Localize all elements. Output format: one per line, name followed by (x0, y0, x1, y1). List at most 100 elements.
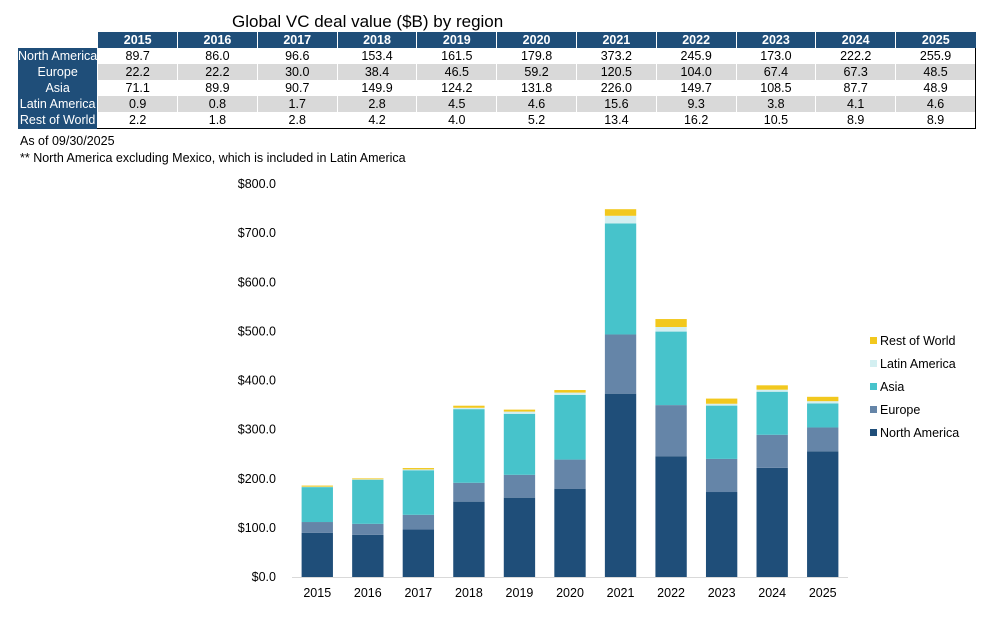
legend-swatch-asia (870, 383, 877, 390)
table-cell: 90.7 (256, 80, 338, 96)
table-cell: 0.8 (177, 96, 258, 112)
bar-segment-rest-of-world (655, 319, 687, 328)
bar-segment-europe (554, 459, 586, 489)
table-cell: 67.3 (815, 64, 896, 80)
bar-segment-latin-america (756, 389, 788, 392)
table-cell: 89.7 (97, 48, 178, 64)
row-label: North America (18, 48, 98, 64)
table-cell: 3.8 (735, 96, 816, 112)
table-cell: 149.9 (336, 80, 417, 96)
year-header: 2023 (735, 32, 816, 48)
bar-segment-europe (402, 514, 435, 530)
bar-segment-europe (503, 474, 536, 498)
bar-segment-north-america (503, 497, 536, 577)
year-header: 2019 (416, 32, 497, 48)
year-header: 2021 (575, 32, 657, 48)
table-cell: 71.1 (97, 80, 178, 96)
table-cell: 13.4 (575, 112, 657, 129)
bar-segment-latin-america (402, 469, 435, 471)
bar-segment-rest-of-world (301, 485, 333, 487)
table-corner (18, 32, 98, 48)
bar-segment-north-america (554, 488, 586, 577)
bar-segment-rest-of-world (402, 468, 435, 470)
bar-segment-asia (705, 405, 738, 459)
table-cell: 255.9 (895, 48, 976, 64)
table-cell: 1.8 (177, 112, 258, 129)
y-tick-label: $200.0 (238, 472, 276, 486)
table-cell: 38.4 (336, 64, 417, 80)
table-cell: 10.5 (735, 112, 816, 129)
year-header: 2016 (177, 32, 258, 48)
bar-segment-rest-of-world (705, 398, 738, 404)
bar-segment-asia (402, 470, 435, 515)
table-cell: 96.6 (256, 48, 338, 64)
bar-segment-latin-america (503, 411, 536, 414)
table-cell: 87.7 (815, 80, 896, 96)
table-cell: 9.3 (655, 96, 737, 112)
bar-segment-rest-of-world (554, 390, 586, 393)
bar-segment-rest-of-world (453, 405, 485, 408)
y-tick-label: $300.0 (238, 423, 276, 437)
bar-segment-north-america (402, 529, 435, 577)
year-header: 2017 (256, 32, 338, 48)
table-cell: 30.0 (256, 64, 338, 80)
table-row: Asia 71.1 89.9 90.7 149.9 124.2 131.8 22… (18, 80, 976, 96)
legend-label-asia: Asia (880, 380, 904, 394)
bar-segment-rest-of-world (756, 385, 788, 390)
bar-segment-asia (503, 413, 536, 475)
table-cell: 1.7 (256, 96, 338, 112)
table-cell: 104.0 (655, 64, 737, 80)
table-cell: 15.6 (575, 96, 657, 112)
table-cell: 4.2 (336, 112, 417, 129)
legend-label-latin-america: Latin America (880, 357, 956, 371)
y-tick-label: $600.0 (238, 275, 276, 289)
table-cell: 124.2 (416, 80, 497, 96)
bar-segment-north-america (604, 393, 637, 577)
y-tick-label: $500.0 (238, 324, 276, 338)
table-row: Rest of World 2.2 1.8 2.8 4.2 4.0 5.2 13… (18, 112, 976, 129)
table-row: Europe 22.2 22.2 30.0 38.4 46.5 59.2 120… (18, 64, 976, 80)
table-cell: 4.0 (416, 112, 497, 129)
table-cell: 153.4 (336, 48, 417, 64)
table-cell: 4.6 (496, 96, 577, 112)
x-tick-label: 2023 (708, 586, 736, 600)
table-cell: 0.9 (97, 96, 178, 112)
table-cell: 46.5 (416, 64, 497, 80)
table-cell: 4.1 (815, 96, 896, 112)
table-header-row: 2015 2016 2017 2018 2019 2020 2021 2022 … (18, 32, 976, 48)
bar-segment-rest-of-world (503, 409, 536, 412)
y-tick-label: $0.0 (252, 570, 276, 584)
bar-segment-europe (352, 523, 384, 535)
year-header: 2022 (655, 32, 737, 48)
table-cell: 67.4 (735, 64, 816, 80)
bar-segment-europe (655, 405, 687, 457)
table-cell: 131.8 (496, 80, 577, 96)
table-cell: 16.2 (655, 112, 737, 129)
bar-segment-europe (705, 458, 738, 493)
table-cell: 4.5 (416, 96, 497, 112)
table-cell: 222.2 (815, 48, 896, 64)
bar-segment-asia (352, 479, 384, 524)
table-cell: 179.8 (496, 48, 577, 64)
table-cell: 149.7 (655, 80, 737, 96)
table-cell: 120.5 (575, 64, 657, 80)
y-tick-label: $100.0 (238, 521, 276, 535)
bar-segment-north-america (756, 467, 788, 577)
bar-segment-north-america (807, 451, 839, 577)
y-tick-label: $800.0 (238, 177, 276, 191)
year-header: 2018 (336, 32, 417, 48)
bar-segment-asia (807, 403, 839, 428)
legend-label-rest-of-world: Rest of World (880, 334, 956, 348)
bar-segment-latin-america (554, 392, 586, 395)
row-label: Europe (18, 64, 98, 80)
bar-segment-asia (756, 391, 788, 435)
row-label: Asia (18, 80, 98, 96)
bar-segment-europe (604, 334, 637, 394)
x-tick-label: 2020 (556, 586, 584, 600)
x-tick-label: 2018 (455, 586, 483, 600)
table-cell: 4.6 (895, 96, 976, 112)
y-tick-label: $700.0 (238, 226, 276, 240)
table-cell: 2.2 (97, 112, 178, 129)
bar-segment-north-america (352, 534, 384, 577)
bar-segment-asia (554, 394, 586, 460)
